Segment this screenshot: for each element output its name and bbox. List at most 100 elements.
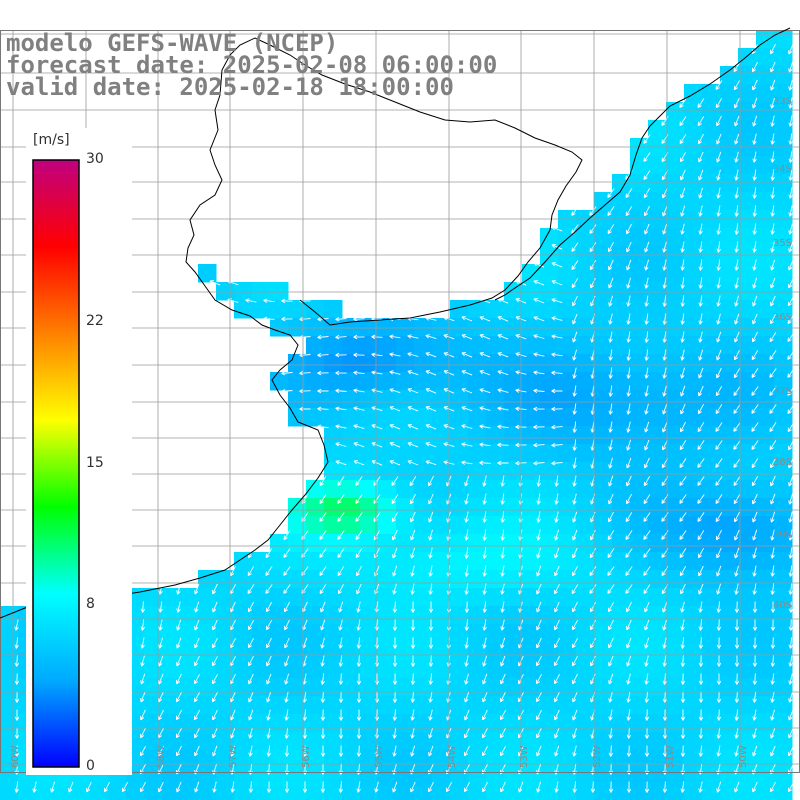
valid-date: valid date: 2025-02-18 18:00:00 [6, 73, 454, 101]
wind-arrow [769, 404, 777, 414]
wind-speed-cell [432, 426, 451, 445]
wind-speed-cell [504, 732, 523, 751]
wind-arrow [734, 241, 739, 253]
wind-arrow [590, 673, 596, 685]
wind-speed-cell [558, 732, 577, 751]
wind-speed-cell [522, 390, 541, 409]
wind-speed-cell [576, 768, 595, 787]
wind-speed-cell [504, 768, 523, 787]
wind-arrow [680, 619, 685, 631]
wind-speed-cell [432, 786, 451, 800]
wind-arrow [716, 241, 721, 253]
wind-arrow [428, 691, 433, 703]
wind-speed-cell [756, 300, 775, 319]
wind-arrow [787, 332, 795, 342]
wind-arrow [751, 458, 759, 469]
wind-speed-cell [378, 696, 397, 715]
wind-speed-cell [324, 300, 343, 319]
wind-speed-cell [720, 336, 739, 355]
wind-speed-cell [684, 606, 703, 625]
wind-arrow [751, 61, 758, 73]
wind-arrow [392, 709, 397, 721]
wind-speed-cell [774, 570, 793, 589]
wind-speed-cell [306, 678, 325, 697]
wind-speed-cell [702, 642, 721, 661]
wind-speed-cell [738, 192, 757, 211]
wind-speed-cell [738, 678, 757, 697]
wind-arrow [607, 224, 615, 235]
wind-speed-cell [450, 642, 469, 661]
wind-speed-cell [18, 786, 37, 800]
wind-speed-cell [558, 480, 577, 499]
wind-arrow [770, 475, 776, 487]
wind-arrow [536, 565, 542, 577]
wind-arrow [751, 422, 759, 432]
wind-speed-cell [306, 660, 325, 679]
wind-arrow [787, 295, 795, 307]
wind-arrow [391, 476, 399, 486]
wind-speed-cell [342, 408, 361, 427]
wind-speed-cell [450, 408, 469, 427]
wind-speed-cell [468, 318, 487, 337]
wind-speed-cell [774, 606, 793, 625]
wind-speed-cell [522, 570, 541, 589]
wind-arrow [680, 727, 686, 739]
wind-arrow [335, 442, 347, 447]
wind-speed-cell [594, 300, 613, 319]
wind-arrow [626, 385, 631, 397]
wind-arrow [662, 601, 668, 613]
wind-arrow [410, 709, 415, 721]
wind-arrow [769, 386, 777, 396]
wind-arrow [338, 601, 344, 613]
wind-speed-cell [594, 318, 613, 337]
wind-arrow [626, 295, 631, 307]
wind-arrow [500, 673, 506, 685]
wind-speed-cell [270, 660, 289, 679]
wind-speed-cell [702, 714, 721, 733]
wind-speed-cell [378, 678, 397, 697]
wind-speed-cell [558, 534, 577, 553]
wind-arrow [643, 494, 651, 505]
wind-speed-cell [432, 462, 451, 481]
wind-speed-cell [522, 696, 541, 715]
wind-arrow [248, 673, 254, 685]
wind-speed-cell [252, 300, 271, 319]
colorbar-tick-label: 30 [86, 151, 104, 167]
wind-arrow [770, 583, 775, 595]
wind-speed-cell [540, 336, 559, 355]
wind-arrow [389, 388, 401, 394]
wind-speed-cell [522, 336, 541, 355]
wind-arrow [589, 242, 597, 253]
wind-speed-cell [306, 336, 325, 355]
wind-speed-cell [522, 480, 541, 499]
wind-arrow [497, 460, 509, 466]
wind-arrow [752, 187, 757, 199]
wind-arrow [626, 223, 632, 235]
wind-arrow [299, 335, 311, 340]
wind-arrow [428, 619, 434, 631]
wind-arrow [643, 584, 651, 594]
wind-speed-cell [648, 228, 667, 247]
wind-arrow [770, 79, 776, 91]
wind-speed-cell [720, 354, 739, 373]
wind-speed-cell [504, 408, 523, 427]
wind-speed-cell [576, 732, 595, 751]
wind-speed-cell [612, 300, 631, 319]
wind-speed-cell [720, 300, 739, 319]
wind-speed-cell [738, 498, 757, 517]
wind-arrow [770, 673, 775, 685]
wind-speed-cell [486, 516, 505, 535]
wind-speed-cell [702, 570, 721, 589]
wind-speed-cell [378, 732, 397, 751]
wind-speed-cell [702, 336, 721, 355]
wind-arrow [356, 709, 362, 721]
wind-arrow [608, 313, 613, 325]
wind-speed-cell [630, 408, 649, 427]
wind-arrow [751, 386, 759, 396]
wind-speed-cell [270, 606, 289, 625]
wind-speed-cell [396, 714, 415, 733]
wind-speed-cell [684, 318, 703, 337]
wind-speed-cell [360, 696, 379, 715]
wind-speed-cell [612, 318, 631, 337]
wind-arrow [716, 727, 721, 739]
